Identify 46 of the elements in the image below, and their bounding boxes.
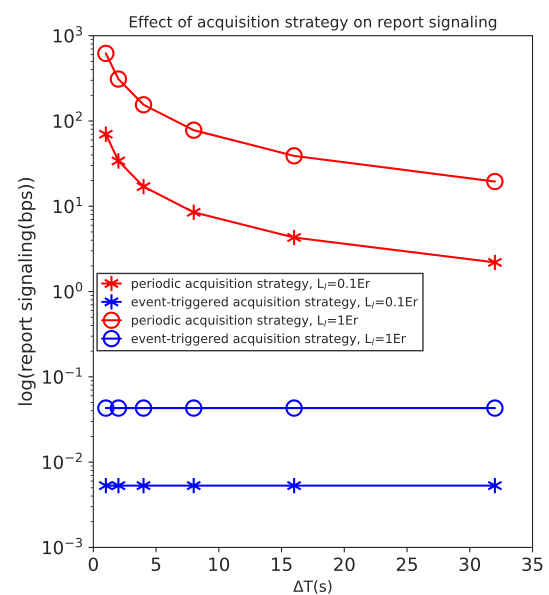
point xyxy=(185,122,202,139)
y-tick-label: 10$^{2}$ xyxy=(54,111,82,128)
x-axis-title: ΔT(s) xyxy=(293,580,332,594)
legend-label: event-triggered acquisition strategy, L$_{l}$=1Er xyxy=(132,334,406,346)
y-tick-label: 10$^{0}$ xyxy=(54,282,82,299)
point xyxy=(286,476,302,494)
point xyxy=(110,476,126,494)
chart-title: Effect of acquisition strategy on report signaling xyxy=(130,16,496,31)
point xyxy=(186,476,202,494)
x-tick-label: 25 xyxy=(396,557,417,572)
point xyxy=(486,399,504,417)
point xyxy=(285,147,303,165)
x-tick-label: 30 xyxy=(460,557,480,572)
legend-label: periodic acquisition strategy, L$_{l}$=0.1Er xyxy=(132,278,370,290)
legend-label: event-triggered acquisition strategy, L$_{l}$=0.1Er xyxy=(132,296,418,309)
y-tick-label: 10$^{3}$ xyxy=(54,26,82,43)
point xyxy=(110,70,128,88)
point xyxy=(110,399,128,417)
y-axis-title: log(report signaling(bps)) xyxy=(18,178,36,405)
point xyxy=(134,96,152,114)
legend-label: periodic acquisition strategy, L$_{l}$=1Er xyxy=(132,315,358,328)
point xyxy=(110,152,126,170)
point xyxy=(97,399,115,417)
y-tick-label: 10$^{−1}$ xyxy=(43,367,82,384)
point xyxy=(136,476,152,494)
point xyxy=(285,399,303,417)
point xyxy=(98,126,114,143)
point xyxy=(186,204,202,221)
x-tick-label: 5 xyxy=(152,558,160,572)
y-tick-label: 10$^{−2}$ xyxy=(43,452,82,470)
x-tick-label: 10 xyxy=(209,557,230,572)
point xyxy=(487,254,503,272)
x-tick-label: 35 xyxy=(522,557,542,572)
point xyxy=(98,476,114,494)
x-tick-label: 15 xyxy=(272,558,292,572)
y-tick-label: 10$^{−3}$ xyxy=(43,538,82,554)
x-tick-label: 20 xyxy=(334,557,355,572)
x-tick-label: 0 xyxy=(88,557,98,572)
point xyxy=(185,399,202,417)
point xyxy=(486,172,504,190)
point xyxy=(487,476,503,494)
y-tick-label: 10$^{1}$ xyxy=(54,196,82,214)
point xyxy=(286,228,302,246)
point xyxy=(136,178,152,196)
point xyxy=(134,399,152,417)
point xyxy=(97,44,115,62)
